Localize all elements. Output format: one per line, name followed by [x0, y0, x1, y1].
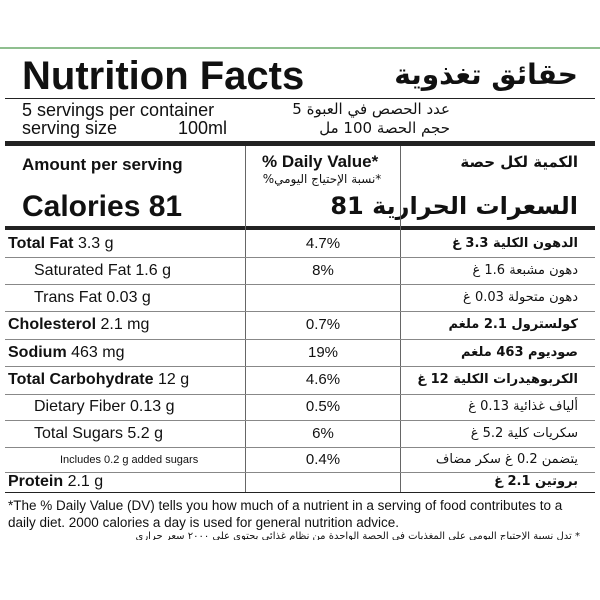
daily-value: 8% [312, 261, 334, 279]
row-label: Dietary Fiber 0.13 g [34, 397, 175, 417]
rule [5, 98, 595, 99]
nutrient-name: Total Fat [8, 234, 74, 252]
nutrient-name: Protein [8, 473, 64, 490]
daily-value: 19% [307, 343, 339, 361]
column-divider [400, 146, 401, 492]
daily-value: 4.7% [305, 234, 341, 252]
row-label: Trans Fat 0.03 g [34, 288, 151, 308]
column-divider [245, 146, 246, 492]
nutrient-amount: 3.3 g [77, 234, 114, 252]
nutrient-name: Total Carbohydrate [8, 371, 154, 388]
nutrient-amount: 2.1 mg [100, 316, 150, 333]
footnote-ar: * تدل نسبة الإحتياج اليومي على المغذيات … [135, 531, 581, 540]
row-rule [5, 394, 595, 395]
daily-value: 0.4% [305, 450, 341, 468]
nutrient-name: Cholesterol [8, 316, 97, 333]
row-rule [5, 366, 595, 367]
nutrient-amount: 463 mg [71, 343, 125, 361]
serving-size-ar: حجم الحصة 100 مل [319, 119, 450, 137]
row-label: Total Carbohydrate 12 g [8, 370, 189, 390]
nutrient-amount: 2.1 g [67, 473, 104, 490]
nutrient-ar: الكربوهيدرات الكلية 12 غ [417, 372, 578, 387]
serving-size-label: serving size [22, 118, 118, 138]
thick-rule [5, 141, 595, 146]
servings-ar: عدد الحصص في العبوة 5 [292, 100, 450, 118]
calories-ar: السعرات الحرارية 81 [330, 192, 578, 220]
row-label: Total Sugars 5.2 g [34, 424, 163, 444]
nutrient-amount: 0.13 g [130, 398, 175, 415]
nutrient-ar: سكريات كلية 5.2 غ [470, 425, 578, 441]
nutrient-amount: 12 g [157, 371, 190, 388]
nutrient-ar: بروتين 2.1 غ [494, 474, 578, 489]
row-label: Cholesterol 2.1 mg [8, 315, 149, 335]
daily-value: 0.7% [305, 316, 341, 333]
row-label: Protein 2.1 g [8, 472, 103, 492]
row-rule [5, 311, 595, 312]
row-rule [5, 492, 595, 493]
nutrient-ar: دهون مشبعة 1.6 غ [472, 262, 578, 278]
servings: 5 servings per container [22, 100, 215, 120]
calories: Calories 81 [22, 190, 183, 223]
nutrient-ar: صوديوم 463 ملغم [460, 344, 578, 360]
row-rule [5, 339, 595, 340]
nutrient-ar: دهون متحولة 0.03 غ [463, 289, 578, 305]
nutrient-ar: الدهون الكلية 3.3 غ [452, 235, 578, 251]
row-label: Sodium 463 mg [8, 343, 125, 363]
nutrient-name: Saturated Fat [34, 261, 131, 279]
amount-header-ar: الكمية لكل حصة [460, 153, 578, 171]
amount-header: Amount per serving [22, 155, 183, 174]
title-ar: حقائق تغذوية [394, 58, 578, 91]
row-label: Saturated Fat 1.6 g [34, 261, 171, 281]
row-rule [5, 257, 595, 258]
nutrient-ar: يتضمن 0.2 غ سكر مضاف [435, 451, 578, 467]
nutrient-amount: 5.2 g [127, 424, 163, 442]
daily-value: 0.5% [305, 398, 341, 415]
top-border [0, 47, 600, 49]
row-label: Includes 0.2 g added sugars [60, 450, 198, 470]
nutrient-name: Total Sugars [34, 424, 123, 442]
nutrient-ar: كولسترول 2.1 ملغم [448, 317, 578, 332]
title: Nutrition Facts [22, 54, 305, 98]
nutrient-name: Includes 0.2 g added sugars [60, 453, 199, 466]
row-rule [5, 472, 595, 473]
nutrient-amount: 1.6 g [135, 261, 171, 279]
thick-rule [5, 226, 595, 230]
footnote: *The % Daily Value (DV) tells you how mu… [8, 498, 563, 530]
daily-value: 6% [312, 424, 334, 442]
dv-header: % Daily Value* [262, 152, 379, 171]
nutrient-ar: ألياف غذائية 0.13 غ [468, 399, 578, 414]
nutrient-amount: 0.03 g [106, 288, 151, 306]
row-rule [5, 284, 595, 285]
serving-size: 100ml [178, 118, 228, 138]
row-rule [5, 420, 595, 421]
row-label: Total Fat 3.3 g [8, 234, 114, 254]
row-rule [5, 447, 595, 448]
nutrient-name: Sodium [8, 343, 67, 361]
nutrient-name: Trans Fat [34, 288, 102, 306]
nutrient-name: Dietary Fiber [34, 398, 126, 415]
daily-value: 4.6% [305, 371, 341, 388]
dv-header-ar: *نسبة الإحتياج اليومي% [262, 172, 382, 186]
